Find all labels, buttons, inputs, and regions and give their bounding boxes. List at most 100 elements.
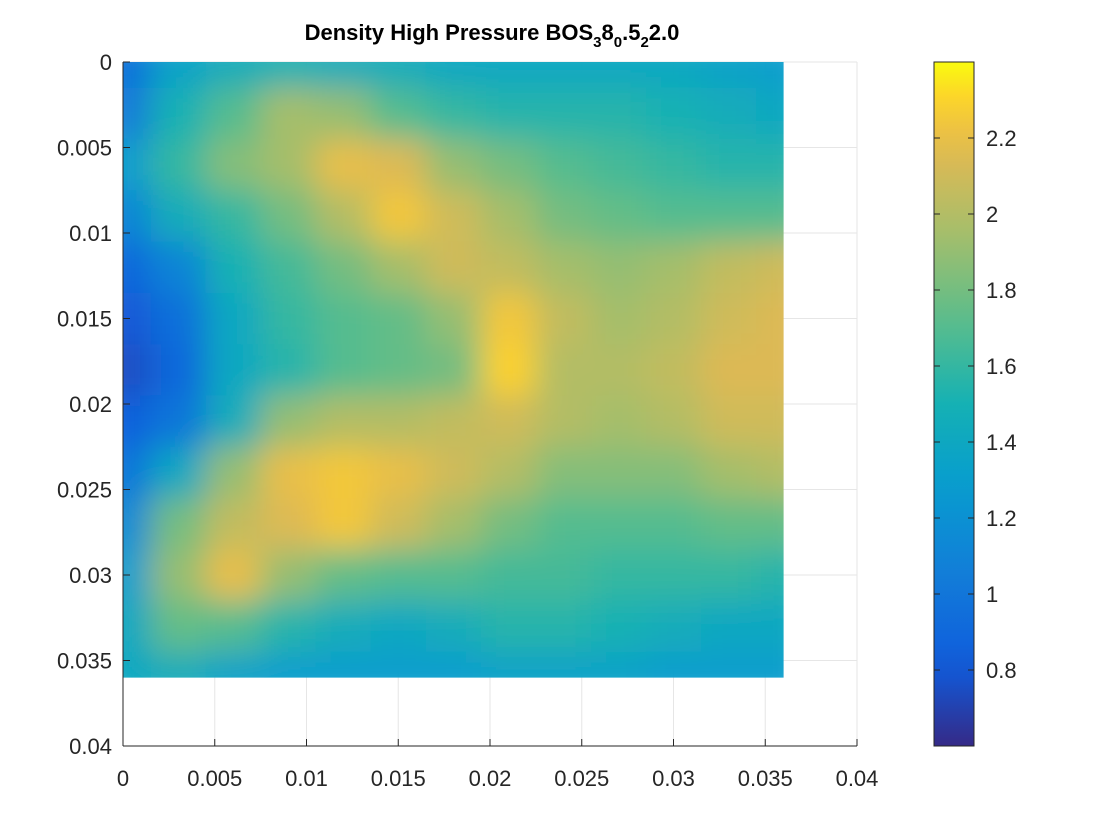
colorbar-tick-label: 1.4 bbox=[986, 430, 1017, 455]
heatmap-cell bbox=[315, 292, 372, 345]
x-tick-label: 0.035 bbox=[738, 766, 793, 791]
heatmap-cell bbox=[123, 600, 152, 653]
y-tick-label: 0.025 bbox=[57, 478, 112, 503]
heatmap-cell bbox=[260, 190, 317, 243]
heatmap-cell bbox=[370, 62, 427, 89]
heatmap-cell bbox=[315, 87, 372, 140]
heatmap-cell bbox=[260, 395, 317, 448]
heatmap-cell bbox=[315, 651, 372, 678]
colorbar-tick-label: 2.2 bbox=[986, 126, 1017, 151]
heatmap-cell bbox=[535, 138, 592, 191]
heatmap-cells bbox=[123, 62, 784, 678]
heatmap-cell bbox=[590, 600, 647, 653]
heatmap-cell bbox=[645, 190, 702, 243]
heatmap-cell bbox=[150, 600, 207, 653]
x-tick-label: 0.015 bbox=[371, 766, 426, 791]
chart-title-part: Density High Pressure BOS bbox=[305, 20, 594, 45]
colorbar-tick-label: 1.8 bbox=[986, 278, 1017, 303]
heatmap-cell bbox=[590, 651, 647, 678]
heatmap-cell bbox=[480, 87, 537, 140]
heatmap-surface bbox=[123, 62, 784, 678]
heatmap-cell bbox=[370, 600, 427, 653]
heatmap-cell bbox=[123, 344, 152, 396]
heatmap-cell bbox=[701, 190, 757, 243]
heatmap-cell bbox=[535, 651, 592, 678]
heatmap-cell bbox=[590, 395, 647, 448]
heatmap-cell bbox=[756, 138, 784, 191]
heatmap-cell bbox=[370, 344, 427, 396]
chart-title-part: .5 bbox=[622, 20, 640, 45]
heatmap-cell bbox=[370, 87, 427, 140]
heatmap-cell bbox=[645, 62, 702, 89]
heatmap-cell bbox=[260, 651, 317, 678]
heatmap-cell bbox=[701, 62, 757, 89]
heatmap-cell bbox=[701, 138, 757, 191]
heatmap-cell bbox=[205, 62, 262, 89]
heatmap-cell bbox=[756, 344, 784, 396]
heatmap-cell bbox=[370, 446, 427, 499]
heatmap-cell bbox=[370, 138, 427, 191]
heatmap-cell bbox=[370, 651, 427, 678]
heatmap-cell bbox=[425, 446, 482, 499]
heatmap-cell bbox=[701, 549, 757, 602]
heatmap-cell bbox=[535, 446, 592, 499]
heatmap-cell bbox=[150, 190, 207, 243]
heatmap-cell bbox=[123, 241, 152, 294]
heatmap-cell bbox=[260, 600, 317, 653]
heatmap-cell bbox=[315, 241, 372, 294]
heatmap-cell bbox=[150, 241, 207, 294]
heatmap-cell bbox=[480, 190, 537, 243]
chart-title-part: 2.0 bbox=[649, 20, 680, 45]
heatmap-cell bbox=[315, 190, 372, 243]
y-tick-label: 0.015 bbox=[57, 307, 112, 332]
x-tick-label: 0.025 bbox=[554, 766, 609, 791]
chart-title-part: 8 bbox=[602, 20, 614, 45]
colorbar bbox=[933, 61, 975, 747]
heatmap-cell bbox=[205, 498, 262, 550]
heatmap-cell bbox=[205, 292, 262, 345]
heatmap-cell bbox=[756, 498, 784, 550]
heatmap-cell bbox=[260, 549, 317, 602]
heatmap-cell bbox=[425, 600, 482, 653]
y-tick-label: 0.04 bbox=[69, 734, 112, 759]
heatmap-cell bbox=[370, 241, 427, 294]
heatmap-cell bbox=[756, 395, 784, 448]
heatmap-cell bbox=[260, 344, 317, 396]
heatmap-cell bbox=[205, 190, 262, 243]
heatmap-cell bbox=[205, 87, 262, 140]
heatmap-cell bbox=[535, 87, 592, 140]
heatmap-cell bbox=[425, 190, 482, 243]
heatmap-cell bbox=[123, 87, 152, 140]
heatmap-cell bbox=[535, 600, 592, 653]
heatmap-cell bbox=[756, 549, 784, 602]
heatmap-cell bbox=[590, 446, 647, 499]
heatmap-cell bbox=[590, 344, 647, 396]
colorbar-tick-label: 0.8 bbox=[986, 658, 1017, 683]
heatmap-cell bbox=[590, 138, 647, 191]
heatmap-cell bbox=[701, 87, 757, 140]
heatmap-cell bbox=[205, 651, 262, 678]
colorbar-tick-label: 1.2 bbox=[986, 506, 1017, 531]
heatmap-cell bbox=[645, 344, 702, 396]
heatmap-cell bbox=[425, 241, 482, 294]
heatmap-cell bbox=[756, 241, 784, 294]
heatmap-cell bbox=[315, 549, 372, 602]
heatmap-cell bbox=[205, 446, 262, 499]
x-tick-label: 0.03 bbox=[652, 766, 695, 791]
y-tick-label: 0 bbox=[100, 50, 112, 75]
heatmap-cell bbox=[645, 651, 702, 678]
heatmap-cell bbox=[425, 62, 482, 89]
heatmap-cell bbox=[480, 62, 537, 89]
heatmap-cell bbox=[425, 87, 482, 140]
heatmap-cell bbox=[150, 446, 207, 499]
y-tick-label: 0.01 bbox=[69, 221, 112, 246]
heatmap-cell bbox=[150, 498, 207, 550]
heatmap-cell bbox=[590, 498, 647, 550]
x-tick-label: 0 bbox=[117, 766, 129, 791]
heatmap-cell bbox=[701, 446, 757, 499]
y-tick-label: 0.035 bbox=[57, 649, 112, 674]
heatmap-cell bbox=[150, 344, 207, 396]
heatmap-cell bbox=[260, 62, 317, 89]
heatmap-cell bbox=[535, 292, 592, 345]
heatmap-cell bbox=[480, 549, 537, 602]
